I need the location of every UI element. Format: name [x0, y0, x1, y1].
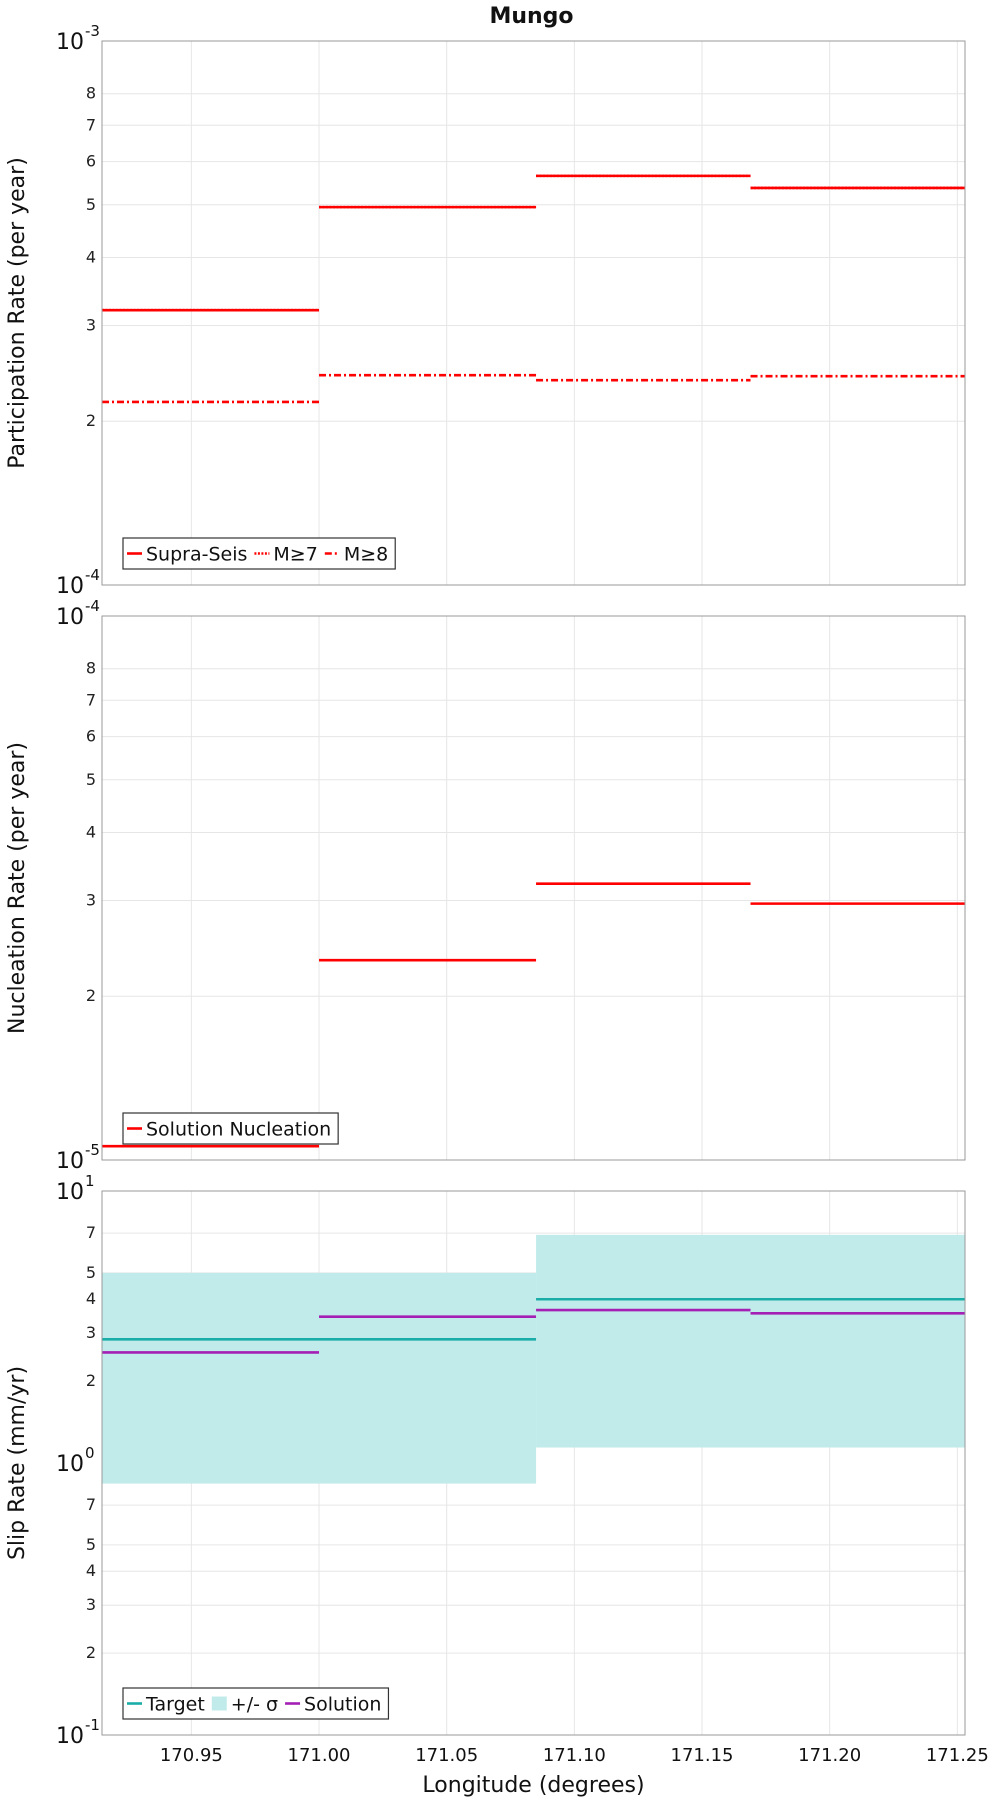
y-tick-exponent: -4: [85, 566, 100, 584]
y-major-tick-label: 10 -4: [56, 597, 100, 630]
y-tick-label: 3: [86, 1595, 96, 1614]
y-tick-label: 3: [86, 315, 96, 334]
y-tick-label: 3: [86, 1323, 96, 1342]
y-tick-label: 4: [86, 247, 96, 266]
plot-area: [102, 616, 965, 1160]
y-axis-label: Participation Rate (per year): [5, 157, 30, 469]
y-tick-base: 10: [56, 1724, 84, 1749]
legend-label: Solution: [304, 1694, 381, 1716]
uncertainty-band: [102, 1272, 537, 1484]
y-tick-label: 2: [86, 1643, 96, 1662]
series-m-8: [102, 373, 965, 404]
y-tick-label: 7: [86, 115, 96, 134]
legend-label: +/- σ: [231, 1694, 278, 1716]
y-tick-label: 5: [86, 195, 96, 214]
y-tick-label: 7: [86, 1495, 96, 1514]
legend-label: Target: [145, 1694, 205, 1716]
y-tick-label: 6: [86, 152, 96, 171]
legend-label: Supra-Seis: [146, 544, 247, 566]
gridlines: [102, 616, 965, 1160]
x-tick-label: 171.05: [415, 1745, 478, 1766]
y-major-tick-label: 10 -4: [56, 566, 100, 599]
x-tick-label: 171.00: [288, 1745, 351, 1766]
y-tick-label: 2: [86, 986, 96, 1005]
y-tick-base: 10: [56, 30, 84, 55]
y-tick-exponent: -1: [85, 1716, 100, 1734]
legend: Target +/- σ Solution: [122, 1687, 390, 1720]
legend: Supra-Seis M≥7 M≥8: [122, 537, 396, 570]
y-tick-exponent: 0: [85, 1444, 95, 1462]
y-tick-base: 10: [56, 1149, 84, 1174]
y-tick-base: 10: [56, 574, 84, 599]
legend: Solution Nucleation: [122, 1112, 339, 1145]
y-axis-label: Nucleation Rate (per year): [5, 742, 30, 1034]
axis-frame: [101, 40, 966, 586]
y-tick-label: 3: [86, 890, 96, 909]
y-tick-label: 4: [86, 822, 96, 841]
x-tick-label: 171.10: [543, 1745, 606, 1766]
legend-item: Solution Nucleation: [127, 1119, 331, 1141]
series-m-7: [102, 174, 965, 312]
series-solution: [102, 1308, 965, 1354]
y-tick-label: 8: [86, 84, 96, 103]
y-tick-label: 6: [86, 727, 96, 746]
legend-item: Target: [127, 1694, 205, 1716]
y-tick-label: 2: [86, 1371, 96, 1390]
x-tick-label: 171.25: [926, 1745, 989, 1766]
series-target: [102, 1297, 965, 1341]
y-tick-label: 7: [86, 1223, 96, 1242]
legend-swatch: [211, 1696, 227, 1711]
y-major-tick-label: 10 1: [56, 1172, 95, 1205]
y-major-tick-label: 10 -5: [56, 1141, 100, 1174]
legend-item: M≥7: [254, 544, 318, 566]
axis-frame: [101, 1190, 966, 1736]
y-tick-label: 2: [86, 411, 96, 430]
y-tick-label: 8: [86, 659, 96, 678]
y-tick-label: 5: [86, 770, 96, 789]
y-tick-base: 10: [56, 1452, 84, 1477]
y-axis-label: Slip Rate (mm/yr): [5, 1366, 30, 1560]
legend-label: M≥7: [273, 544, 317, 566]
y-major-tick-label: 10 0: [56, 1444, 95, 1477]
y-tick-exponent: -5: [85, 1141, 100, 1159]
legend-item: +/- σ: [211, 1694, 278, 1716]
series-solution-nucleation: [102, 882, 965, 1148]
axis-frame: [101, 615, 966, 1161]
y-tick-base: 10: [56, 1180, 84, 1205]
gridlines: [102, 41, 965, 585]
y-tick-exponent: -3: [85, 22, 100, 40]
legend-label: Solution Nucleation: [146, 1119, 331, 1141]
y-tick-exponent: 1: [85, 1172, 95, 1190]
legend-label: M≥8: [344, 544, 388, 566]
legend-item: Supra-Seis: [127, 544, 247, 566]
uncertainty-band: [536, 1234, 965, 1448]
x-tick-label: 171.15: [671, 1745, 734, 1766]
legend-box: [122, 1112, 339, 1145]
legend-item: M≥8: [324, 544, 388, 566]
y-tick-label: 4: [86, 1561, 96, 1580]
y-major-tick-label: 10 -3: [56, 22, 100, 55]
x-tick-label: 170.95: [160, 1745, 223, 1766]
y-tick-label: 5: [86, 1535, 96, 1554]
legend-item: Solution: [285, 1694, 381, 1716]
plot-area: [102, 41, 965, 585]
y-tick-label: 5: [86, 1263, 96, 1282]
y-major-tick-label: 10 -1: [56, 1716, 100, 1749]
y-tick-label: 4: [86, 1289, 96, 1308]
chart-title: Mungo: [489, 4, 573, 29]
y-tick-label: 7: [86, 690, 96, 709]
legend-box: [122, 1687, 390, 1720]
x-axis-label: Longitude (degrees): [422, 1773, 644, 1798]
y-tick-exponent: -4: [85, 597, 100, 615]
x-tick-label: 171.20: [798, 1745, 861, 1766]
y-tick-base: 10: [56, 605, 84, 630]
